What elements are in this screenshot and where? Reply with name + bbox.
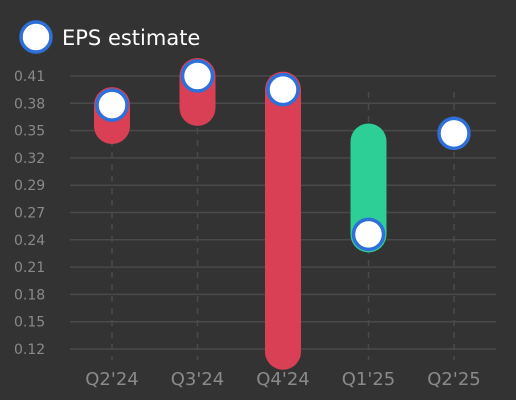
marker-layer [95, 59, 471, 252]
y-tick-label: 0.27 [14, 206, 45, 222]
y-tick-label: 0.32 [14, 151, 45, 167]
estimate-marker [437, 116, 471, 151]
y-tick-label: 0.24 [14, 233, 45, 249]
y-tick-label: 0.12 [14, 342, 45, 358]
legend-label: EPS estimate [62, 26, 200, 50]
y-tick-label: 0.18 [14, 287, 45, 303]
legend: EPS estimate [19, 20, 200, 54]
x-axis: Q2'24 Q3'24 Q4'24 Q1'25 Q2'25 [85, 369, 480, 390]
estimate-marker [180, 59, 215, 93]
legend-marker-icon [19, 20, 53, 54]
estimate-marker [351, 217, 386, 252]
y-axis: 0.41 0.38 0.35 0.32 0.29 0.27 0.24 0.21 0.18 0.15… [14, 69, 45, 358]
y-tick-label: 0.15 [14, 315, 45, 331]
range-bar [265, 71, 301, 370]
y-tick-label: 0.21 [14, 260, 45, 276]
y-tick-label: 0.41 [14, 69, 45, 85]
x-tick-label: Q2'25 [427, 369, 480, 390]
estimate-marker [95, 88, 129, 122]
y-tick-label: 0.29 [14, 178, 45, 194]
range-bar [350, 123, 387, 253]
y-tick-label: 0.35 [14, 124, 45, 140]
x-tick-label: Q1'25 [342, 369, 395, 390]
y-tick-label: 0.38 [14, 96, 45, 112]
estimate-marker [266, 72, 300, 107]
x-tick-label: Q4'24 [256, 369, 309, 390]
x-tick-label: Q2'24 [85, 369, 138, 390]
x-tick-label: Q3'24 [171, 369, 224, 390]
